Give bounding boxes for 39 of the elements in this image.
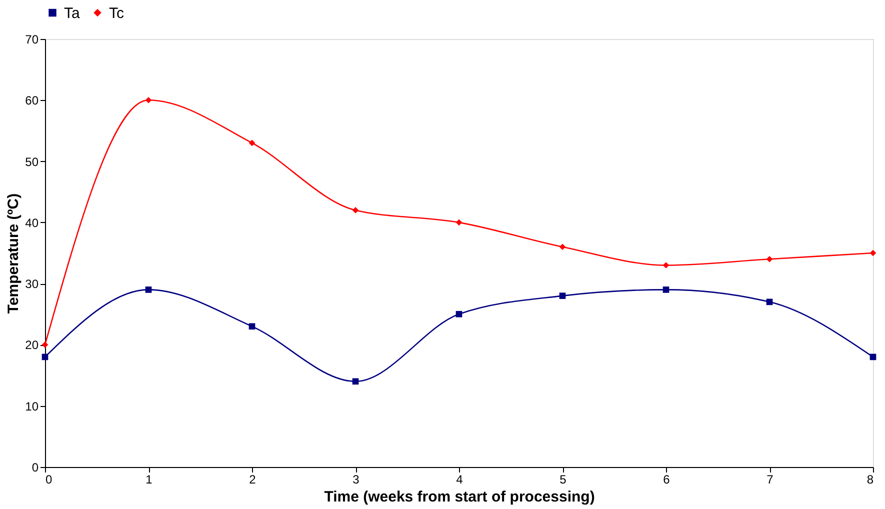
- point: [456, 219, 462, 226]
- point: [766, 256, 773, 262]
- y-tick-label: 50: [25, 154, 39, 169]
- x-tick-label: 0: [46, 472, 52, 486]
- y-tick-label: 70: [25, 32, 39, 46]
- point: [145, 286, 152, 293]
- point: [456, 310, 462, 318]
- point: [42, 354, 48, 360]
- point: [248, 140, 256, 146]
- y-tick-label: 0: [32, 460, 39, 474]
- x-tick-label: 1: [146, 472, 153, 486]
- y-tick-label: 10: [25, 399, 39, 414]
- x-tick-label: 5: [560, 472, 567, 486]
- x-tick-label: 7: [766, 472, 774, 486]
- point: [662, 262, 670, 268]
- y-tick-label: 20: [25, 338, 39, 352]
- point: [870, 250, 876, 256]
- x-tick-label: 8: [866, 472, 874, 486]
- x-axis-title: Time (weeks from start of processing): [324, 488, 595, 506]
- point: [352, 207, 359, 214]
- y-axis-title: Temperature (ºC): [5, 193, 22, 314]
- x-tick-label: 4: [456, 472, 464, 486]
- point: [870, 354, 876, 360]
- y-tick-label: 30: [25, 277, 39, 292]
- point: [145, 96, 152, 104]
- x-tick-label: 6: [663, 472, 670, 486]
- point: [766, 298, 773, 306]
- point: [352, 378, 359, 385]
- legend-label: Tc: [109, 4, 124, 22]
- point: [42, 342, 48, 348]
- point: [559, 292, 566, 299]
- legend-label: Ta: [64, 4, 80, 22]
- point: [662, 286, 670, 293]
- y-tick-label: 40: [25, 216, 39, 230]
- point: [559, 244, 566, 250]
- x-tick-label: 3: [352, 472, 360, 486]
- point: [248, 323, 256, 330]
- x-tick-label: 2: [249, 472, 256, 486]
- y-tick-label: 60: [25, 94, 39, 108]
